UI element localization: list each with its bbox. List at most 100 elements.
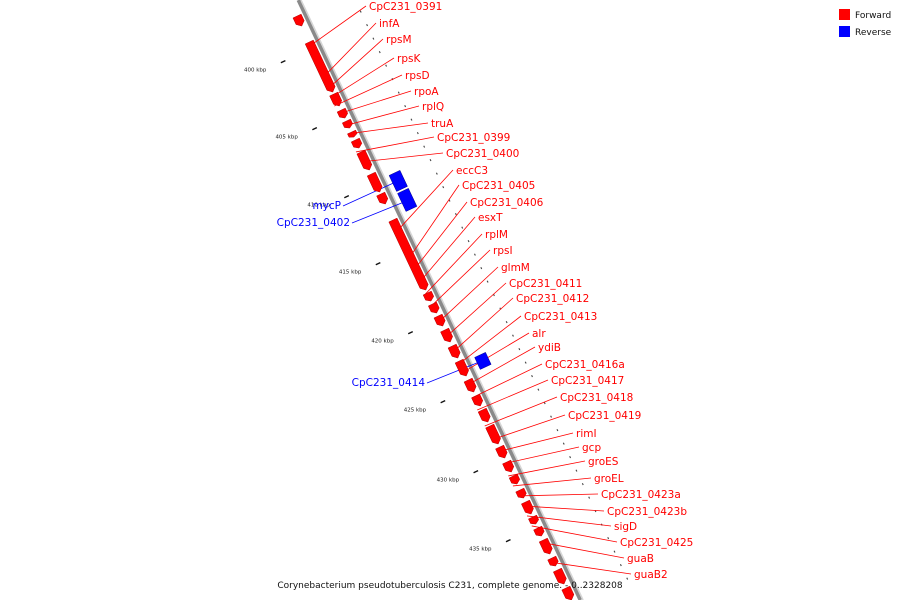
minor-tick xyxy=(626,577,629,580)
gene-label: gcp xyxy=(582,442,601,454)
minor-tick xyxy=(543,401,546,405)
gene-label: CpC231_0416a xyxy=(545,359,625,371)
minor-tick xyxy=(607,536,610,540)
forward-feature xyxy=(440,327,453,343)
forward-feature xyxy=(447,343,461,359)
forward-leader-line xyxy=(417,216,476,285)
major-tick xyxy=(407,330,414,335)
forward-leader-line xyxy=(326,38,384,91)
minor-tick xyxy=(410,118,413,121)
gene-label: CpC231_0417 xyxy=(551,375,624,387)
minor-tick xyxy=(524,361,527,364)
forward-feature xyxy=(508,473,521,485)
gene-label: CpC231_0414 xyxy=(352,377,426,389)
gene-label: ydiB xyxy=(538,342,561,354)
forward-feature xyxy=(521,499,534,515)
backbone-line xyxy=(296,0,583,600)
minor-tick xyxy=(435,172,438,175)
forward-feature xyxy=(347,129,358,138)
gene-label: rpsD xyxy=(405,70,430,82)
forward-leader-line xyxy=(460,332,530,375)
forward-feature xyxy=(471,393,484,407)
gene-label: rpsI xyxy=(493,245,513,257)
leader-line-layer xyxy=(306,5,632,575)
minor-tick xyxy=(385,64,388,67)
major-tick-label: 430 kbp xyxy=(437,478,460,484)
legend-forward-label: Forward xyxy=(855,11,891,21)
forward-feature xyxy=(292,13,305,27)
major-tick-label: 415 kbp xyxy=(339,270,362,276)
gene-label: CpC231_0419 xyxy=(568,410,641,422)
gene-label: CpC231_0418 xyxy=(560,392,633,404)
gene-label: CpC231_0423b xyxy=(607,506,687,518)
major-tick xyxy=(473,469,479,474)
reverse-feature xyxy=(388,170,408,192)
minor-tick xyxy=(423,145,426,148)
forward-feature xyxy=(350,137,363,149)
legend: Forward Reverse xyxy=(839,9,892,38)
forward-leader-line xyxy=(539,541,625,559)
forward-leader-line xyxy=(477,379,549,411)
minor-tick xyxy=(556,428,559,432)
major-tick-label: 400 kbp xyxy=(244,68,267,74)
forward-leader-line xyxy=(347,122,429,135)
forward-feature xyxy=(356,149,373,171)
minor-tick xyxy=(442,185,445,189)
forward-leader-line xyxy=(517,493,599,497)
gene-label: groEL xyxy=(594,473,624,485)
major-tick-label: 435 kbp xyxy=(469,547,492,553)
minor-tick xyxy=(550,415,552,418)
gene-label: groES xyxy=(588,456,619,468)
minor-tick xyxy=(359,10,362,13)
minor-tick xyxy=(531,374,533,378)
reverse-feature xyxy=(397,188,418,212)
gene-label: infA xyxy=(379,18,400,30)
minor-tick xyxy=(575,469,578,472)
forward-feature xyxy=(495,444,508,459)
minor-tick xyxy=(581,482,584,486)
forward-feature xyxy=(433,313,446,327)
gene-label: CpC231_0400 xyxy=(446,148,519,160)
forward-leader-line xyxy=(306,5,367,49)
forward-feature xyxy=(388,217,429,291)
forward-feature xyxy=(341,118,353,129)
forward-feature xyxy=(528,514,540,525)
forward-feature xyxy=(538,537,553,555)
gene-label: alr xyxy=(532,328,546,340)
forward-leader-line xyxy=(428,249,491,309)
gene-label: CpC231_0406 xyxy=(470,197,544,209)
minor-tick xyxy=(619,563,622,567)
minor-tick xyxy=(512,334,514,337)
forward-leader-line xyxy=(450,297,514,355)
map-caption: Corynebacterium pseudotuberculosis C231,… xyxy=(277,581,623,591)
forward-feature xyxy=(422,290,435,302)
forward-leader-line xyxy=(412,201,468,273)
major-tick xyxy=(505,538,511,543)
minor-tick xyxy=(448,199,451,202)
minor-tick xyxy=(562,442,565,445)
forward-feature xyxy=(366,171,383,193)
forward-leader-line xyxy=(484,396,558,427)
forward-leader-line xyxy=(334,74,403,107)
forward-feature xyxy=(376,191,389,205)
forward-feature xyxy=(533,525,545,537)
gene-label: CpC231_0412 xyxy=(516,293,589,305)
major-tick xyxy=(440,399,446,404)
forward-feature xyxy=(336,107,349,119)
gene-label: CpC231_0411 xyxy=(509,278,582,290)
major-tick xyxy=(280,59,286,64)
gene-label: esxT xyxy=(478,212,503,224)
major-tick-label: 420 kbp xyxy=(371,339,394,345)
gene-label: sigD xyxy=(614,521,637,533)
forward-feature xyxy=(329,91,342,107)
minor-tick xyxy=(537,388,540,391)
forward-feature xyxy=(561,585,575,600)
forward-feature xyxy=(547,555,559,567)
minor-tick xyxy=(397,91,400,94)
forward-leader-line xyxy=(360,152,444,163)
forward-leader-line xyxy=(465,346,536,387)
gene-label: CpC231_0391 xyxy=(369,1,442,13)
forward-leader-line xyxy=(355,136,435,153)
minor-tick xyxy=(588,496,591,499)
gene-label: rpsM xyxy=(386,34,412,46)
